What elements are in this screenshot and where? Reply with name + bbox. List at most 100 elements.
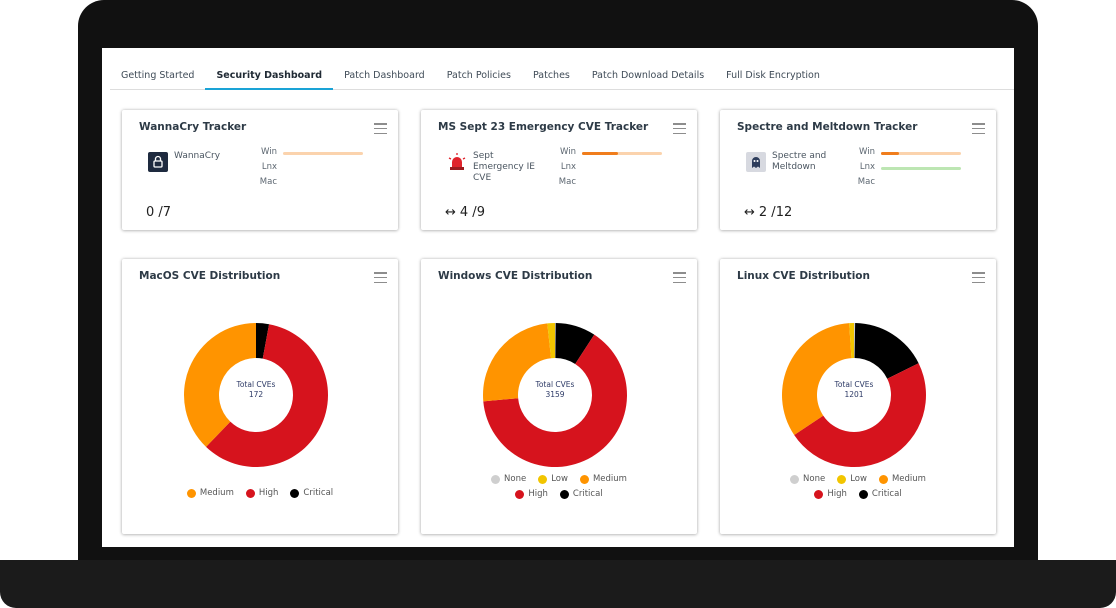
os-label: Lnx — [261, 162, 277, 172]
legend-label: High — [827, 489, 847, 499]
legend-item-medium[interactable]: Medium — [579, 474, 627, 484]
tab-patch-download-details[interactable]: Patch Download Details — [591, 70, 705, 81]
legend-item-high[interactable]: High — [814, 489, 847, 499]
cve-distribution-card: Linux CVE Distribution Total CVEs 1201 None… — [720, 259, 996, 534]
legend-label: Medium — [592, 474, 627, 484]
legend-item-low[interactable]: Low — [837, 474, 867, 484]
legend-label: Critical — [871, 489, 902, 499]
donut-slice-medium[interactable] — [782, 323, 852, 436]
cve-distribution-card: Windows CVE Distribution Total CVEs 3159 No… — [421, 259, 697, 534]
legend-item-medium[interactable]: Medium — [186, 488, 234, 498]
count-value: 2 /12 — [758, 205, 793, 220]
legend-label: Critical — [572, 489, 603, 499]
donut-svg — [183, 323, 328, 467]
chart-legend: None Low Medium High Critical — [720, 474, 996, 504]
tab-full-disk-encryption[interactable]: Full Disk Encryption — [726, 70, 820, 81]
donut-slice-critical[interactable] — [256, 323, 270, 359]
chart-legend: None Low Medium High Critical — [421, 474, 697, 504]
card-menu-icon[interactable] — [673, 272, 686, 283]
legend-row: High Critical — [421, 489, 697, 499]
legend-item-critical[interactable]: Critical — [559, 489, 603, 499]
legend-item-low[interactable]: Low — [538, 474, 568, 484]
legend-swatch — [245, 488, 255, 498]
legend-swatch — [878, 474, 888, 484]
lock-icon — [148, 152, 168, 172]
legend-label: Medium — [891, 474, 926, 484]
legend-row: High Critical — [720, 489, 996, 499]
legend-item-medium[interactable]: Medium — [878, 474, 926, 484]
donut-slice-high[interactable] — [483, 334, 627, 467]
os-label: Win — [261, 147, 277, 157]
progress-bar — [283, 152, 363, 155]
donut-svg — [782, 323, 926, 467]
legend-item-high[interactable]: High — [515, 489, 548, 499]
swap-arrow-icon: ↔ — [744, 205, 755, 220]
tab-getting-started[interactable]: Getting Started — [121, 70, 195, 81]
donut-slice-medium[interactable] — [183, 323, 256, 447]
cve-distribution-card: MacOS CVE Distribution Total CVEs 172 Mediu… — [122, 259, 398, 534]
donut-slice-none[interactable] — [854, 323, 856, 359]
tab-patch-policies[interactable]: Patch Policies — [446, 70, 511, 81]
legend-item-critical[interactable]: Critical — [290, 488, 333, 498]
donut-slice-high[interactable] — [206, 324, 328, 467]
progress-bar — [881, 152, 961, 155]
card-title: Spectre and Meltdown Tracker — [737, 121, 918, 133]
card-menu-icon[interactable] — [972, 123, 985, 134]
patched-counter: ↔ 2 /12 — [744, 205, 792, 220]
legend-row: Medium High Critical — [122, 488, 398, 498]
patched-counter: ↔ 4 /9 — [445, 205, 485, 220]
ghost-icon — [746, 152, 766, 172]
donut-slice-critical[interactable] — [555, 323, 595, 364]
donut-slice-high[interactable] — [794, 363, 926, 467]
siren-icon — [447, 152, 467, 172]
card-menu-icon[interactable] — [972, 272, 985, 283]
card-title: Linux CVE Distribution — [737, 270, 870, 282]
card-menu-icon[interactable] — [673, 123, 686, 134]
legend-row: None Low Medium — [421, 474, 697, 484]
donut-slice-low[interactable] — [849, 323, 854, 359]
legend-swatch — [515, 489, 525, 499]
legend-item-none[interactable]: None — [491, 474, 526, 484]
tracker-item-name: Sept Emergency IE CVE — [473, 151, 535, 183]
legend-swatch — [837, 474, 847, 484]
legend-label: None — [803, 474, 826, 484]
legend-swatch — [559, 489, 569, 499]
donut-center-label: Total CVEs 1201 — [781, 380, 927, 400]
legend-swatch — [491, 474, 501, 484]
count-value: 0 /7 — [146, 205, 172, 220]
os-label: Mac — [558, 177, 576, 187]
donut-slice-low[interactable] — [547, 323, 555, 359]
legend-label: Critical — [303, 488, 334, 498]
tracker-card: Spectre and Meltdown Tracker Spectre and … — [720, 110, 996, 230]
card-menu-icon[interactable] — [374, 123, 387, 134]
legend-label: High — [528, 489, 548, 499]
legend-swatch — [858, 489, 868, 499]
card-title: Windows CVE Distribution — [438, 270, 593, 282]
os-label: Win — [560, 147, 576, 157]
legend-swatch — [538, 474, 548, 484]
tab-bar: Getting Started Security Dashboard Patch D… — [110, 48, 1014, 90]
chart-legend: Medium High Critical — [122, 488, 398, 503]
donut-chart: Total CVEs 1201 — [781, 322, 927, 468]
donut-slice-none[interactable] — [555, 323, 556, 359]
tab-patches[interactable]: Patches — [532, 70, 570, 81]
tab-security-dashboard[interactable]: Security Dashboard — [205, 48, 334, 90]
legend-item-high[interactable]: High — [245, 488, 278, 498]
tracker-card: WannaCry Tracker WannaCry Win Lnx Mac 0 /7 — [122, 110, 398, 230]
os-label: Win — [859, 147, 875, 157]
donut-slice-critical[interactable] — [854, 323, 919, 379]
legend-swatch — [790, 474, 800, 484]
donut-chart: Total CVEs 172 — [183, 322, 329, 468]
legend-label: Medium — [199, 488, 234, 498]
count-value: 4 /9 — [459, 205, 485, 220]
total-cves-value: 1201 — [844, 390, 864, 399]
os-label: Mac — [259, 177, 277, 187]
card-menu-icon[interactable] — [374, 272, 387, 283]
legend-item-none[interactable]: None — [790, 474, 825, 484]
tab-patch-dashboard[interactable]: Patch Dashboard — [344, 70, 425, 81]
os-label: Lnx — [560, 162, 576, 172]
legend-item-critical[interactable]: Critical — [858, 489, 902, 499]
total-cves-label: Total CVEs — [535, 380, 575, 389]
tracker-item-name: Spectre and Meltdown — [772, 151, 827, 172]
donut-slice-medium[interactable] — [483, 323, 552, 402]
